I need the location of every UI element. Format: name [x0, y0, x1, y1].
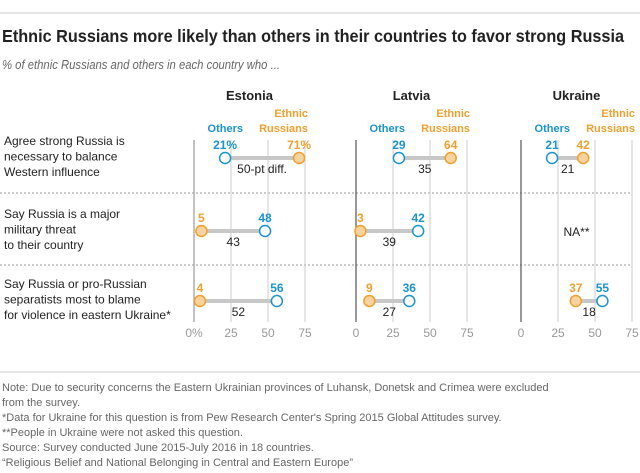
note-line: “Religious Belief and National Belonging… [2, 457, 353, 469]
others-value-label: 21 [545, 138, 559, 152]
ethnic-russians-dot [195, 224, 208, 238]
others-value-label: 36 [403, 281, 417, 295]
others-dot [596, 294, 609, 308]
panel-title: Ukraine [553, 88, 601, 103]
legend-ethnic: Russians [421, 123, 470, 135]
others-value-label: 48 [258, 211, 272, 225]
others-dot [411, 224, 425, 238]
row-label: necessary to balance [4, 150, 118, 164]
note-line: **People in Ukraine were not asked this … [2, 427, 243, 439]
ethnic-russians-dot [576, 151, 590, 165]
ethnic-russians-dot [193, 294, 207, 308]
ethnic-value-label: 71% [287, 138, 311, 152]
ethnic-russians-dot [569, 294, 583, 308]
na-label: NA** [563, 225, 589, 239]
note-line: *Data for Ukraine for this question is f… [2, 412, 502, 424]
chart-subtitle: % of ethnic Russians and others in each … [2, 57, 280, 72]
tick-label: 25 [386, 326, 400, 340]
others-value-label: 29 [392, 138, 406, 152]
row-label: military threat [4, 223, 77, 237]
tick-label: 25 [551, 326, 565, 340]
ethnic-value-label: 64 [444, 138, 458, 152]
tick-label: 50 [423, 326, 437, 340]
row-label: to their country [4, 238, 83, 252]
others-value-label: 21% [213, 138, 237, 152]
tick-label: 75 [460, 326, 474, 340]
row-label: Say Russia or pro-Russian [4, 277, 147, 291]
others-value-label: 42 [411, 211, 425, 225]
panel-title: Latvia [393, 88, 431, 103]
row-label: Say Russia is a major [4, 207, 120, 221]
legend-ethnic: Russians [586, 123, 635, 135]
tick-label: 0 [353, 326, 360, 340]
others-dot [258, 224, 272, 238]
others-dot [270, 294, 284, 308]
ethnic-value-label: 37 [569, 281, 583, 295]
row-label: Agree strong Russia is [4, 134, 125, 148]
ethnic-value-label: 3 [357, 211, 364, 225]
legend-ethnic: Ethnic [274, 108, 308, 120]
others-value-label: 56 [270, 281, 284, 295]
ethnic-russians-dot [363, 294, 376, 308]
difference-label: 18 [582, 305, 596, 319]
others-dot [545, 151, 559, 165]
row-label: Western influence [4, 165, 100, 179]
panel-title: Estonia [226, 88, 274, 103]
others-value-label: 55 [596, 281, 610, 295]
note-line: from the survey. [2, 397, 80, 409]
ethnic-russians-dot [354, 224, 367, 238]
legend-ethnic: Ethnic [601, 108, 635, 120]
legend-others: Others [535, 123, 570, 135]
tick-label: 25 [224, 326, 238, 340]
difference-label: 52 [232, 305, 246, 319]
row-label: separatists most to blame [4, 293, 141, 307]
note-line: Note: Due to security concerns the Easte… [2, 382, 549, 394]
legend-ethnic: Ethnic [436, 108, 470, 120]
tick-label: 0 [518, 326, 525, 340]
difference-label: 39 [383, 235, 397, 249]
tick-label: 75 [298, 326, 312, 340]
tick-label: 50 [261, 326, 275, 340]
ethnic-russians-dot [292, 151, 306, 165]
difference-label: 27 [383, 305, 397, 319]
ethnic-value-label: 4 [197, 281, 204, 295]
others-dot [218, 151, 232, 165]
others-dot [403, 294, 416, 308]
note-line: Source: Survey conducted June 2015-July … [2, 442, 314, 454]
difference-label: 21 [561, 162, 575, 176]
row-label: for violence in eastern Ukraine* [4, 308, 171, 322]
chart-title: Ethnic Russians more likely than others … [2, 26, 624, 46]
difference-label: 50-pt diff. [237, 162, 287, 176]
ethnic-value-label: 42 [576, 138, 590, 152]
ethnic-russians-dot [444, 151, 457, 165]
ethnic-value-label: 9 [366, 281, 373, 295]
tick-label: 50 [588, 326, 602, 340]
legend-ethnic: Russians [259, 123, 308, 135]
tick-label: 75 [625, 326, 639, 340]
difference-label: 43 [227, 235, 241, 249]
tick-label: 0% [185, 326, 203, 340]
others-dot [392, 151, 406, 165]
legend-others: Others [208, 123, 243, 135]
legend-others: Others [370, 123, 405, 135]
difference-label: 35 [418, 162, 432, 176]
ethnic-value-label: 5 [198, 211, 205, 225]
